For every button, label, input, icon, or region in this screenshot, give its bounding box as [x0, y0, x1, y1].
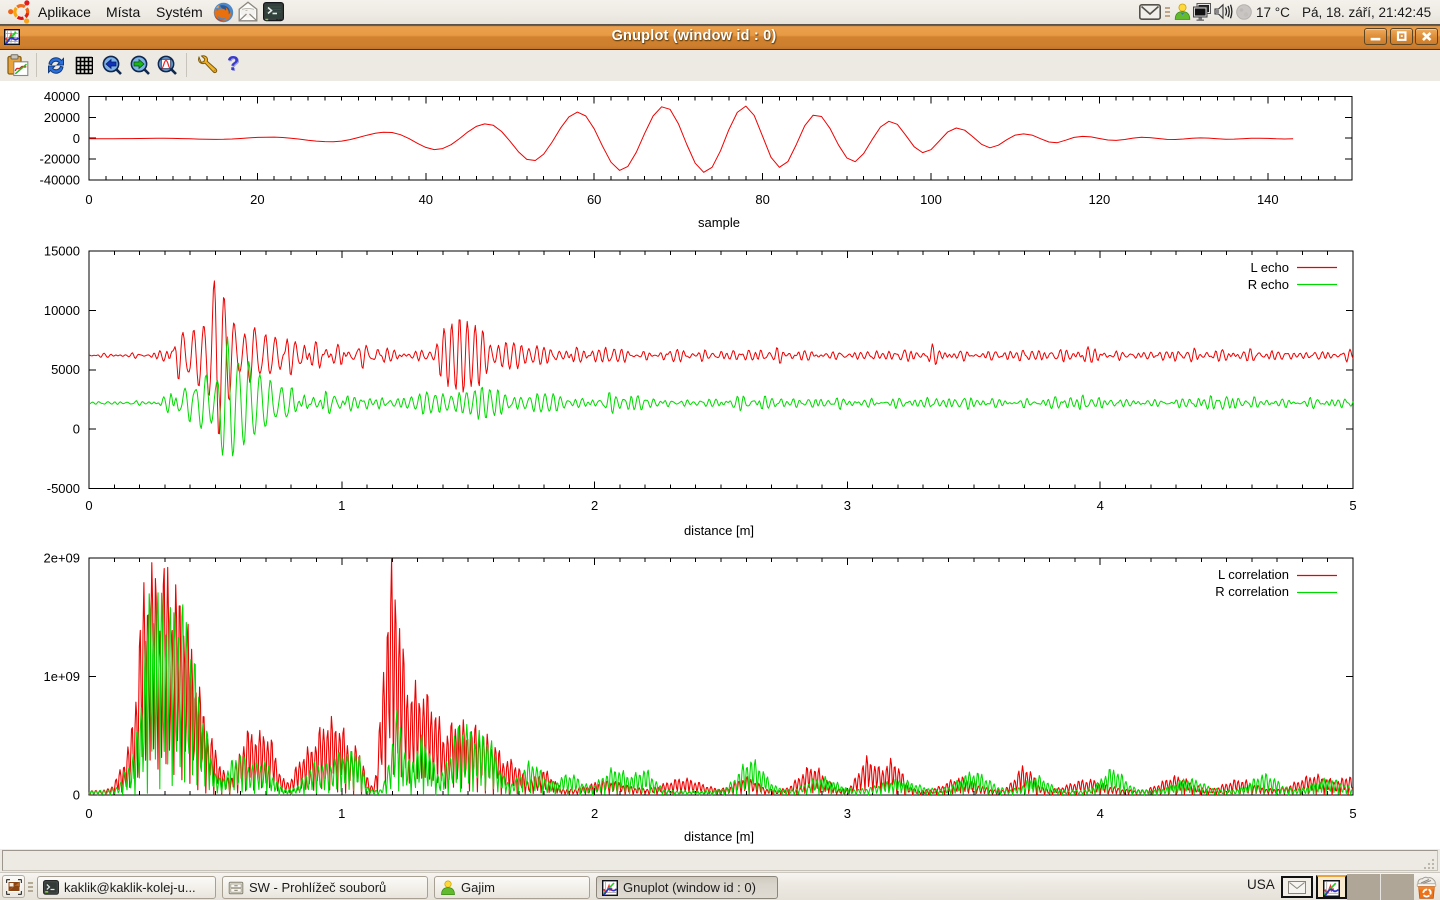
- svg-text:R echo: R echo: [1248, 277, 1289, 292]
- svg-text:20: 20: [250, 192, 264, 207]
- svg-text:4: 4: [1097, 806, 1104, 821]
- svg-text:1e+09: 1e+09: [43, 669, 80, 684]
- svg-text:distance [m]: distance [m]: [684, 829, 754, 844]
- svg-text:80: 80: [755, 192, 769, 207]
- svg-text:sample: sample: [698, 215, 740, 230]
- svg-text:40000: 40000: [44, 89, 80, 104]
- svg-text:0: 0: [85, 498, 92, 513]
- svg-text:-20000: -20000: [40, 152, 80, 167]
- svg-text:0: 0: [73, 788, 80, 803]
- svg-text:1: 1: [338, 806, 345, 821]
- svg-text:15000: 15000: [44, 244, 80, 259]
- svg-text:1: 1: [338, 498, 345, 513]
- svg-text:5: 5: [1349, 498, 1356, 513]
- svg-text:0: 0: [85, 806, 92, 821]
- svg-text:4: 4: [1097, 498, 1104, 513]
- svg-text:5: 5: [1349, 806, 1356, 821]
- svg-text:-40000: -40000: [40, 173, 80, 188]
- svg-text:20000: 20000: [44, 110, 80, 125]
- svg-text:2: 2: [591, 806, 598, 821]
- svg-text:2: 2: [591, 498, 598, 513]
- svg-text:L echo: L echo: [1250, 260, 1289, 275]
- svg-text:5000: 5000: [51, 362, 80, 377]
- svg-text:distance [m]: distance [m]: [684, 523, 754, 538]
- svg-text:0: 0: [73, 422, 80, 437]
- svg-text:0: 0: [73, 131, 80, 146]
- svg-text:2e+09: 2e+09: [43, 551, 80, 566]
- svg-text:60: 60: [587, 192, 601, 207]
- svg-text:-5000: -5000: [47, 481, 80, 496]
- svg-text:140: 140: [1257, 192, 1279, 207]
- svg-text:3: 3: [844, 498, 851, 513]
- svg-text:L correlation: L correlation: [1218, 567, 1289, 582]
- svg-text:120: 120: [1089, 192, 1111, 207]
- svg-text:R correlation: R correlation: [1215, 584, 1289, 599]
- svg-text:0: 0: [85, 192, 92, 207]
- svg-text:3: 3: [844, 806, 851, 821]
- svg-text:10000: 10000: [44, 303, 80, 318]
- svg-text:40: 40: [419, 192, 433, 207]
- svg-text:100: 100: [920, 192, 942, 207]
